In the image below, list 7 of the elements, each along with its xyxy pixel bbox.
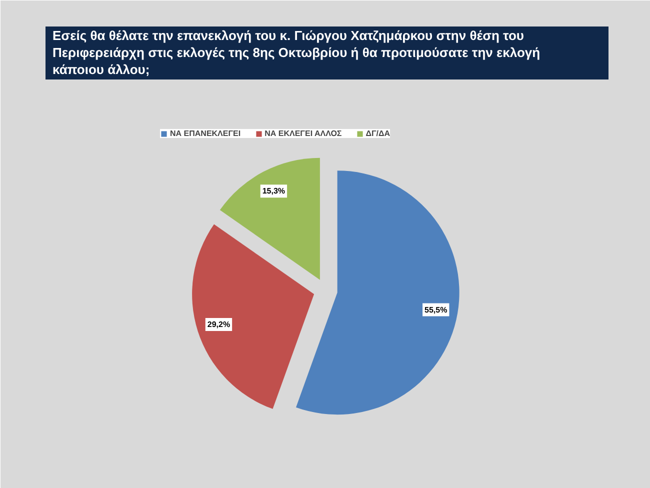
legend-label: ΝΑ ΕΚΛΕΓΕΙ ΑΛΛΟΣ: [264, 129, 342, 138]
data-label: 29,2%: [207, 320, 230, 329]
data-label: 15,3%: [262, 186, 286, 196]
legend-label: ΝΑ ΕΠΑΝΕΚΛΕΓΕΙ: [170, 129, 241, 138]
chart-title: Εσείς θα θέλατε την επανεκλογή του κ. Γιώργου Χατζημάρκου στην θέση του Περιφερειάρχη στις εκλογές της 8ης Οκτωβρίου ή θα προτιμούσατε την εκλογή κάποιου άλλου;: [52, 28, 540, 77]
data-label: 55,5%: [424, 305, 448, 314]
legend-label: ΔΓ/ΔΑ: [366, 129, 390, 138]
